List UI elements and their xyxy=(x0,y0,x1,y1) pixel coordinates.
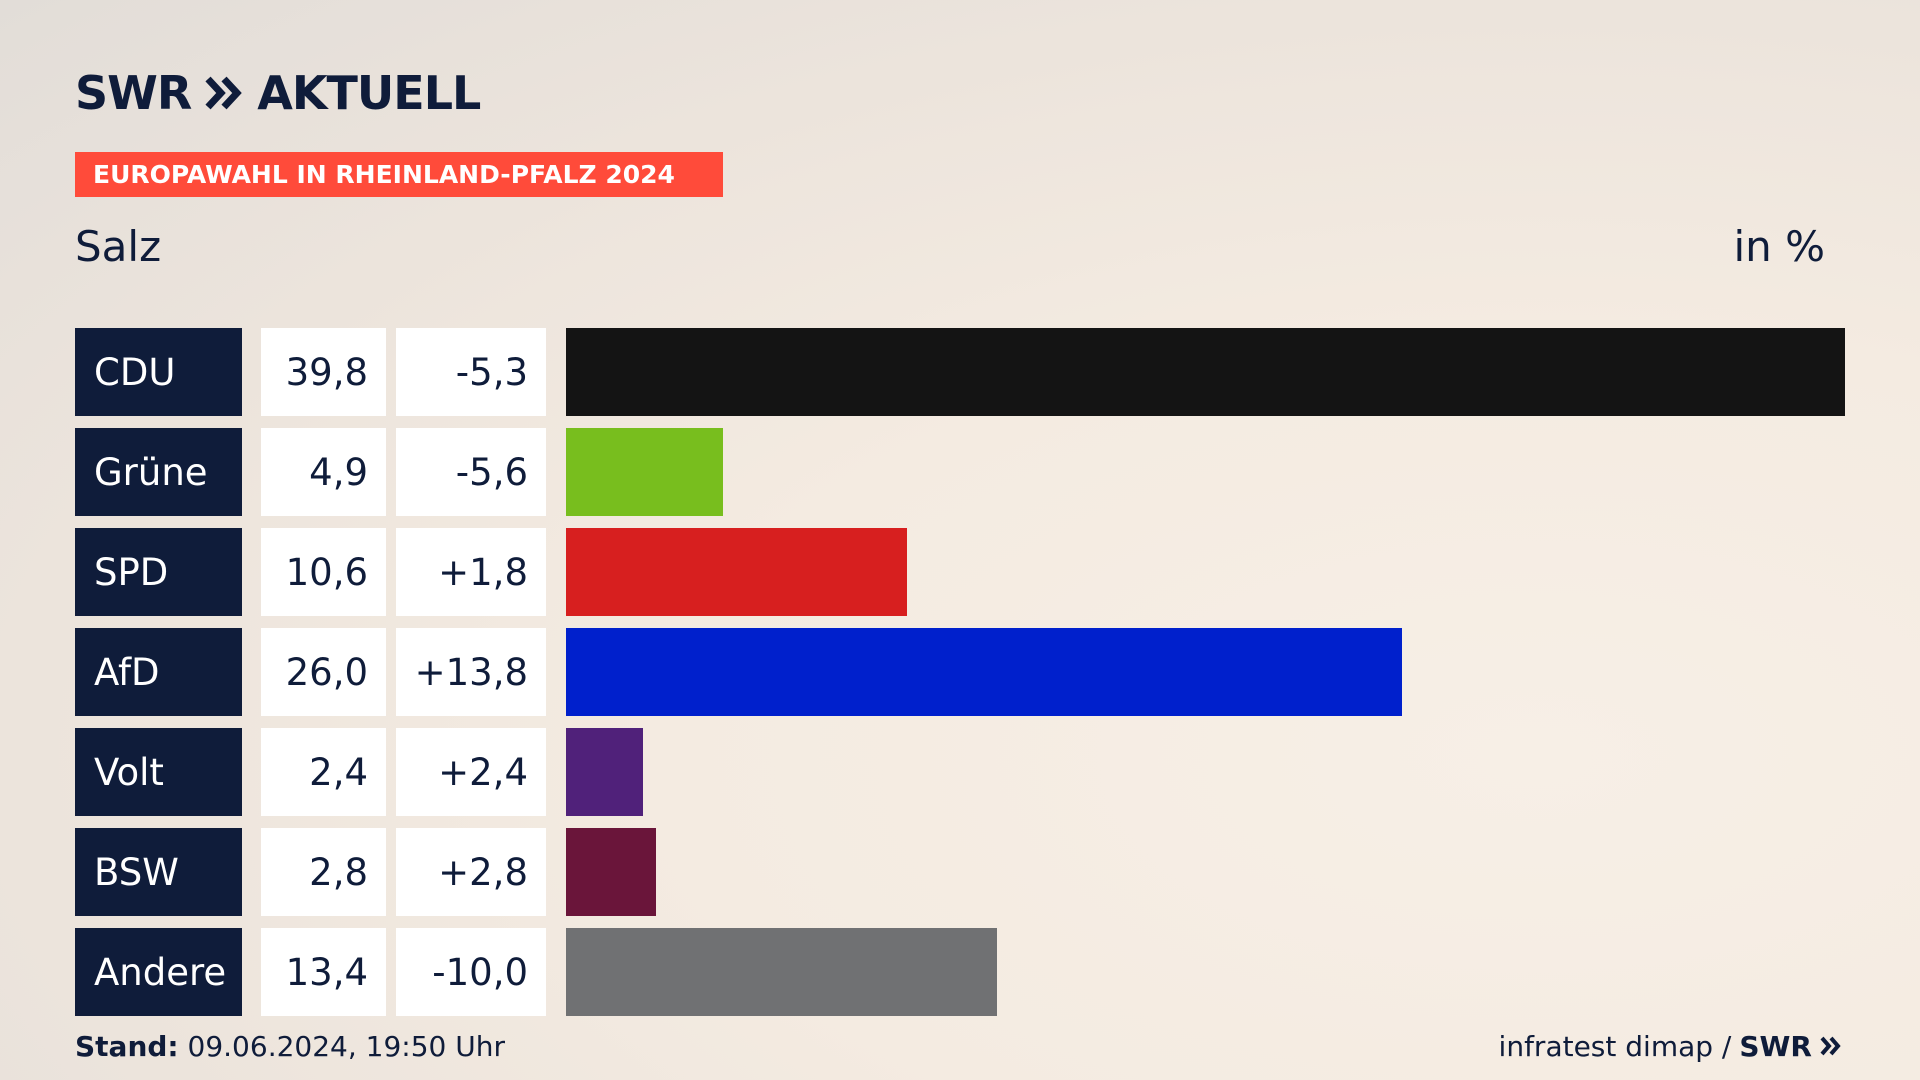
location-title: Salz xyxy=(75,222,162,271)
party-diff: +2,8 xyxy=(396,828,546,916)
party-label: Grüne xyxy=(75,428,242,516)
party-value: 2,4 xyxy=(261,728,386,816)
party-bar xyxy=(566,328,1845,416)
party-label: AfD xyxy=(75,628,242,716)
party-diff: -10,0 xyxy=(396,928,546,1016)
party-bar xyxy=(566,628,1402,716)
party-bar xyxy=(566,428,723,516)
source-credit: infratest dimap / SWR xyxy=(1499,1030,1842,1063)
stand-value: 09.06.2024, 19:50 Uhr xyxy=(187,1030,505,1063)
party-value: 4,9 xyxy=(261,428,386,516)
swr-aktuell-logo: SWR AKTUELL xyxy=(75,66,481,120)
party-label: CDU xyxy=(75,328,242,416)
party-bar xyxy=(566,828,656,916)
logo-aktuell-text: AKTUELL xyxy=(257,66,481,120)
source-text: infratest dimap / xyxy=(1498,1030,1732,1063)
party-diff: -5,6 xyxy=(396,428,546,516)
party-label: Volt xyxy=(75,728,242,816)
swr-brand: SWR xyxy=(1739,1030,1812,1063)
party-label: BSW xyxy=(75,828,242,916)
party-bar xyxy=(566,928,997,1016)
party-diff: -5,3 xyxy=(396,328,546,416)
party-value: 26,0 xyxy=(261,628,386,716)
party-bar xyxy=(566,528,907,616)
party-label: SPD xyxy=(75,528,242,616)
party-value: 10,6 xyxy=(261,528,386,616)
party-value: 39,8 xyxy=(261,328,386,416)
party-label: Andere xyxy=(75,928,242,1016)
double-chevron-icon xyxy=(205,76,243,110)
logo-swr-text: SWR xyxy=(75,66,192,120)
election-banner: EUROPAWAHL IN RHEINLAND-PFALZ 2024 xyxy=(75,152,723,197)
party-value: 2,8 xyxy=(261,828,386,916)
double-chevron-small-icon xyxy=(1820,1030,1842,1063)
unit-label: in % xyxy=(1733,222,1825,271)
party-diff: +1,8 xyxy=(396,528,546,616)
party-bar xyxy=(566,728,643,816)
party-diff: +2,4 xyxy=(396,728,546,816)
stand-label: Stand: xyxy=(75,1030,179,1063)
timestamp: Stand: 09.06.2024, 19:50 Uhr xyxy=(75,1030,505,1063)
party-diff: +13,8 xyxy=(396,628,546,716)
party-value: 13,4 xyxy=(261,928,386,1016)
